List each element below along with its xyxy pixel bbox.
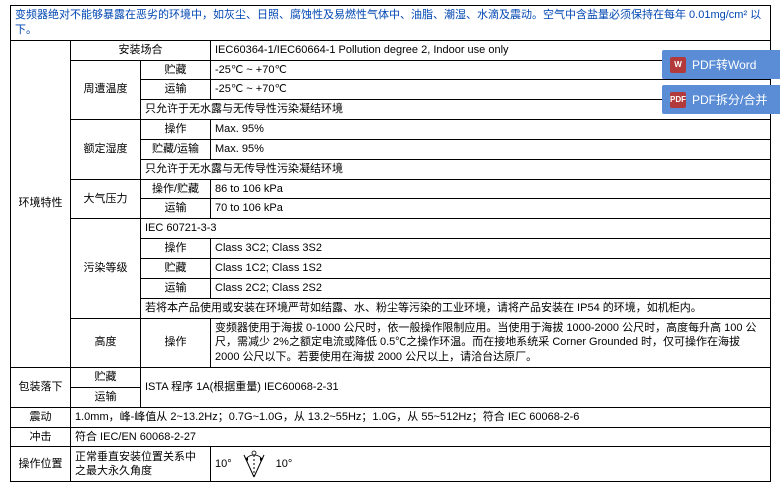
- tilt-cell: 10° 10°: [211, 447, 771, 482]
- transport-label: 运输: [141, 80, 211, 100]
- altitude-note: 变频器使用于海拔 0-1000 公尺时，依一般操作限制应用。当使用于海拔 100…: [211, 318, 771, 368]
- hum-st: Max. 95%: [211, 139, 771, 159]
- air-op: 86 to 106 kPa: [211, 179, 771, 199]
- transport-label-2: 运输: [141, 199, 211, 219]
- pdf-icon: PDF: [670, 92, 686, 108]
- air-pressure-label: 大气压力: [71, 179, 141, 219]
- hum-note: 只允许于无水露与无传导性污染凝结环境: [141, 159, 771, 179]
- storage-label-2: 贮藏: [141, 258, 211, 278]
- air-tr: 70 to 106 kPa: [211, 199, 771, 219]
- pol-note: 若将本产品使用或安装在环境严苛如结露、水、粉尘等污染的工业环境，请将产品安装在 …: [141, 298, 771, 318]
- operate-storage-label: 操作/贮藏: [141, 179, 211, 199]
- storage-transport-label: 贮藏/运输: [141, 139, 211, 159]
- pol-op: Class 3C2; Class 3S2: [211, 239, 771, 259]
- tilt-left: 10°: [215, 457, 232, 472]
- pkg-drop-value: ISTA 程序 1A(根据重量) IEC60068-2-31: [141, 368, 771, 408]
- pdf-split-merge-button[interactable]: PDF PDF拆分/合并: [662, 85, 780, 114]
- word-icon: W: [670, 57, 686, 73]
- intro-row: 变频器绝对不能够暴露在恶劣的环境中，如灰尘、日照、腐蚀性及易燃性气体中、油脂、潮…: [11, 6, 771, 41]
- storage-label-3: 贮藏: [71, 368, 141, 388]
- pdf-to-word-button[interactable]: W PDF转Word: [662, 50, 780, 79]
- env-section-label: 环境特性: [11, 40, 71, 367]
- transport-label-4: 运输: [71, 387, 141, 407]
- storage-label: 贮藏: [141, 60, 211, 80]
- operate-label-2: 操作: [141, 239, 211, 259]
- transport-label-3: 运输: [141, 278, 211, 298]
- ambient-temp-label: 周遭温度: [71, 60, 141, 120]
- install-loc-label: 安装场合: [71, 40, 211, 60]
- vibration-value: 1.0mm，峰-峰值从 2~13.2Hz；0.7G~1.0G，从 13.2~55…: [71, 407, 771, 427]
- shock-label: 冲击: [11, 427, 71, 447]
- shock-value: 符合 IEC/EN 60068-2-27: [71, 427, 771, 447]
- vibration-label: 震动: [11, 407, 71, 427]
- rated-humidity-label: 额定湿度: [71, 120, 141, 180]
- intro-text: 变频器绝对不能够暴露在恶劣的环境中，如灰尘、日照、腐蚀性及易燃性气体中、油脂、潮…: [11, 6, 771, 41]
- hum-op: Max. 95%: [211, 120, 771, 140]
- op-position-value: 正常垂直安装位置关系中之最大永久角度: [71, 447, 211, 482]
- pdf-split-merge-label: PDF拆分/合并: [692, 91, 767, 108]
- operate-label: 操作: [141, 120, 211, 140]
- operate-label-3: 操作: [141, 318, 211, 368]
- tilt-right: 10°: [276, 457, 293, 472]
- tilt-diagram-icon: [234, 449, 274, 479]
- pdf-to-word-label: PDF转Word: [692, 56, 756, 73]
- pollution-grade-label: 污染等级: [71, 219, 141, 318]
- spec-table: 变频器绝对不能够暴露在恶劣的环境中，如灰尘、日照、腐蚀性及易燃性气体中、油脂、潮…: [10, 5, 771, 368]
- pollution-std: IEC 60721-3-3: [141, 219, 771, 239]
- altitude-label: 高度: [71, 318, 141, 368]
- pkg-drop-label: 包装落下: [11, 368, 71, 408]
- pol-tr: Class 2C2; Class 2S2: [211, 278, 771, 298]
- op-position-label: 操作位置: [11, 447, 71, 482]
- spec-table-2: 包装落下 贮藏 ISTA 程序 1A(根据重量) IEC60068-2-31 运…: [10, 367, 771, 482]
- pol-st: Class 1C2; Class 1S2: [211, 258, 771, 278]
